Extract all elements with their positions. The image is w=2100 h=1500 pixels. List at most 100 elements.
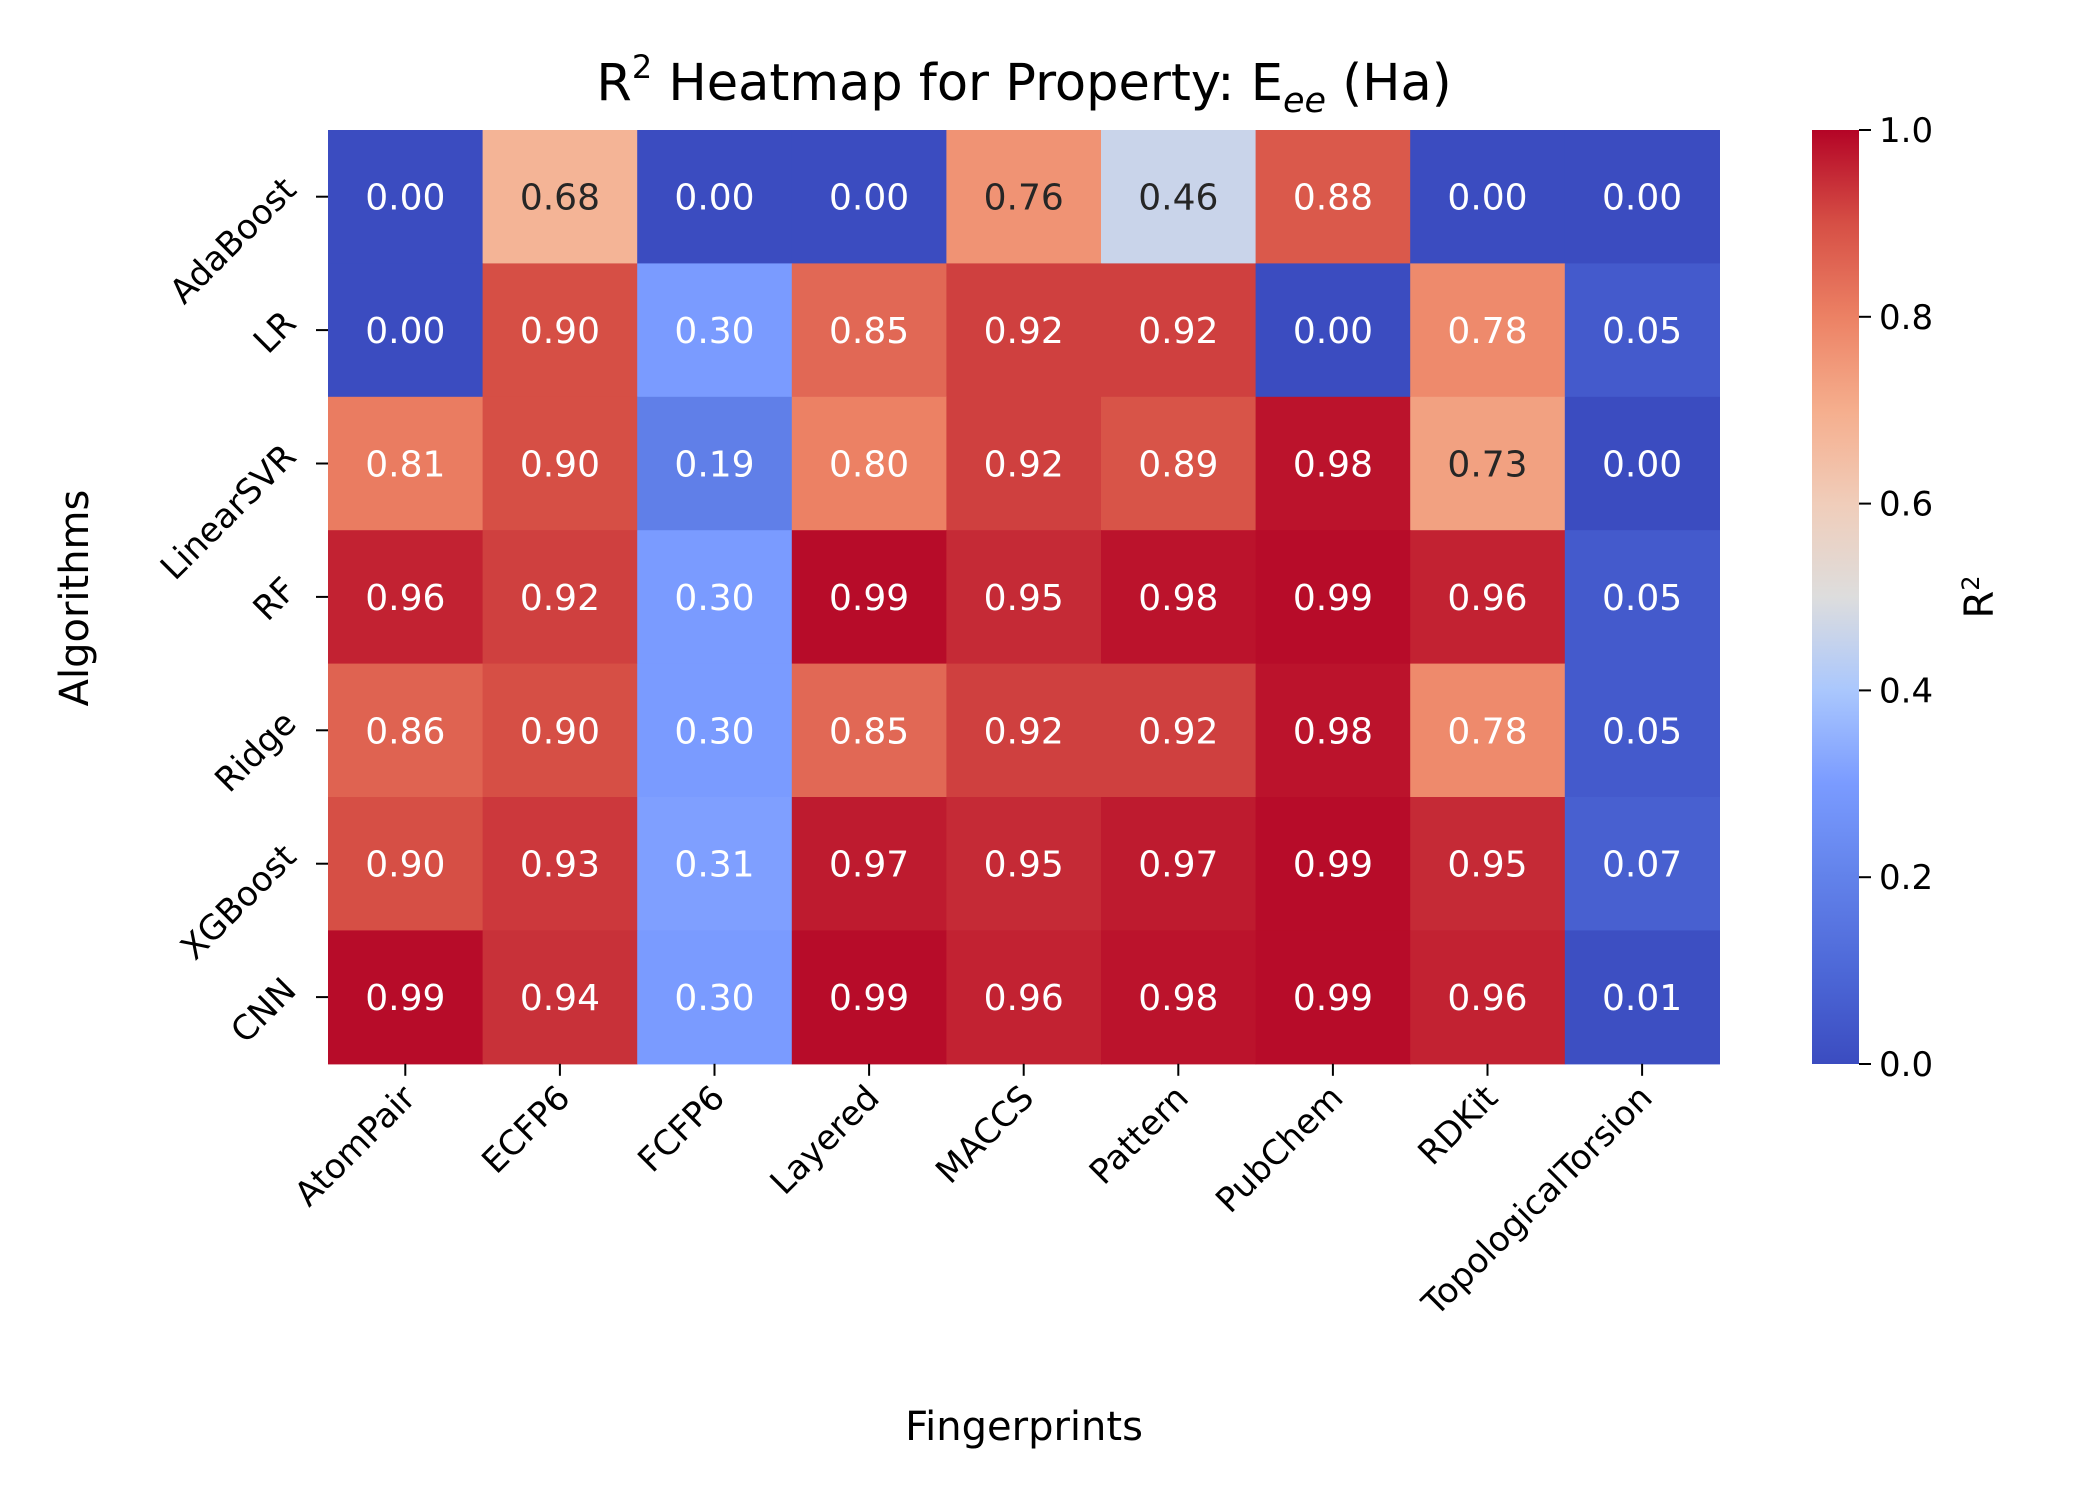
cell-value-label: 0.96 (365, 578, 445, 619)
cell-value-label: 0.01 (1602, 978, 1682, 1019)
heatmap-cell (637, 797, 793, 931)
colorbar-label-superscript: 2 (1957, 575, 1985, 590)
heatmap-cell (946, 797, 1102, 931)
x-tick-label: PubChem (1208, 1078, 1351, 1221)
cell-value-label: 0.99 (829, 578, 909, 619)
cell-value-label: 0.76 (984, 178, 1064, 219)
heatmap-cell (1564, 130, 1720, 264)
heatmap-cell (1410, 396, 1566, 531)
cell-value-label: 0.92 (984, 311, 1064, 352)
heatmap-cell (1410, 663, 1566, 798)
cell-value-label: 0.81 (365, 445, 445, 486)
cell-value-label: 0.98 (1138, 978, 1218, 1019)
y-tick-label: LR (246, 303, 304, 361)
heatmap-cell (637, 530, 793, 665)
heatmap-cell (1255, 530, 1411, 665)
heatmap-cell (1410, 930, 1566, 1065)
heatmap-cell (1255, 263, 1411, 398)
y-axis-label: Algorithms (52, 490, 98, 707)
heatmap-cell (637, 130, 793, 264)
colorbar-tick-label: 0.0 (1879, 1045, 1933, 1085)
colorbar-tick-label: 0.6 (1879, 485, 1933, 525)
cell-value-label: 0.80 (829, 445, 909, 486)
cell-value-label: 0.90 (520, 711, 600, 752)
heatmap-cell (1255, 663, 1411, 798)
cell-value-label: 0.98 (1293, 711, 1373, 752)
x-tick-label: ECFP6 (474, 1078, 578, 1182)
heatmap-cell (1255, 396, 1411, 531)
y-tick-label: LinearSVR (153, 437, 304, 588)
heatmap-cell (637, 263, 793, 398)
heatmap-cell (482, 396, 638, 531)
cell-value-label: 0.92 (1138, 711, 1218, 752)
heatmap-cell (482, 930, 638, 1065)
heatmap-cell (791, 130, 947, 264)
heatmap-cell (1564, 930, 1720, 1065)
heatmap-cell (482, 530, 638, 665)
heatmap-cell (328, 663, 484, 798)
heatmap-cell (946, 263, 1102, 398)
heatmap-cell (791, 530, 947, 665)
cell-value-label: 0.73 (1447, 445, 1527, 486)
colorbar-tick-label: 0.2 (1879, 858, 1933, 898)
heatmap-cell (1101, 530, 1257, 665)
cell-value-label: 0.85 (829, 711, 909, 752)
heatmap-cell (328, 797, 484, 931)
cell-value-label: 0.92 (1138, 311, 1218, 352)
heatmap-cell-labels: 0.00 0.68 0.00 0.00 0.76 0.46 0.88 0.00 0.00 0.00… (365, 178, 1682, 1019)
heatmap-cell (946, 530, 1102, 665)
chart-title-subscript: ee (1283, 81, 1326, 121)
heatmap-cell (1410, 263, 1566, 398)
cell-value-label: 0.96 (984, 978, 1064, 1019)
cell-value-label: 0.05 (1602, 578, 1682, 619)
cell-value-label: 0.98 (1138, 578, 1218, 619)
chart-title-middle: Heatmap for Property: E (652, 54, 1283, 113)
cell-value-label: 0.00 (365, 178, 445, 219)
heatmap-cell (637, 663, 793, 798)
x-tick-label: AtomPair (287, 1078, 424, 1215)
heatmap-cell (1101, 263, 1257, 398)
cell-value-label: 0.99 (829, 978, 909, 1019)
cell-value-label: 0.98 (1293, 445, 1373, 486)
heatmap-cell (1101, 396, 1257, 531)
cell-value-label: 0.86 (365, 711, 445, 752)
cell-value-label: 0.94 (520, 978, 600, 1019)
y-tick-label: CNN (223, 970, 304, 1051)
heatmap-cell (328, 930, 484, 1065)
heatmap-cell (482, 263, 638, 398)
cell-value-label: 0.00 (365, 311, 445, 352)
cell-value-label: 0.30 (674, 578, 754, 619)
cell-value-label: 0.99 (1293, 845, 1373, 886)
cell-value-label: 0.96 (1447, 578, 1527, 619)
cell-value-label: 0.31 (674, 845, 754, 886)
heatmap-cell (482, 797, 638, 931)
cell-value-label: 0.99 (1293, 578, 1373, 619)
heatmap-cell (328, 263, 484, 398)
heatmap-cell (791, 263, 947, 398)
colorbar-tick-label: 1.0 (1879, 111, 1933, 151)
heatmap-cell (1564, 530, 1720, 665)
cell-value-label: 0.00 (1447, 178, 1527, 219)
y-tick-label: Ridge (207, 703, 304, 800)
cell-value-label: 0.92 (984, 445, 1064, 486)
heatmap-cell (1564, 263, 1720, 398)
heatmap-cell (1101, 663, 1257, 798)
heatmap-cell (1410, 797, 1566, 931)
cell-value-label: 0.93 (520, 845, 600, 886)
colorbar-tick-label: 0.8 (1879, 298, 1933, 338)
colorbar (1812, 130, 1859, 1064)
cell-value-label: 0.00 (1602, 178, 1682, 219)
heatmap-cell (1564, 663, 1720, 798)
chart-title: R2 Heatmap for Property: Eee (Ha) (596, 48, 1451, 121)
x-tick-label: RDKit (1410, 1078, 1505, 1173)
heatmap-cell (482, 663, 638, 798)
x-tick-label: Layered (763, 1078, 888, 1203)
cell-value-label: 0.30 (674, 311, 754, 352)
heatmap-cell (1564, 797, 1720, 931)
heatmap-cell (328, 396, 484, 531)
cell-value-label: 0.92 (984, 711, 1064, 752)
cell-value-label: 0.90 (520, 445, 600, 486)
heatmap-cell (1101, 130, 1257, 264)
cell-value-label: 0.05 (1602, 311, 1682, 352)
